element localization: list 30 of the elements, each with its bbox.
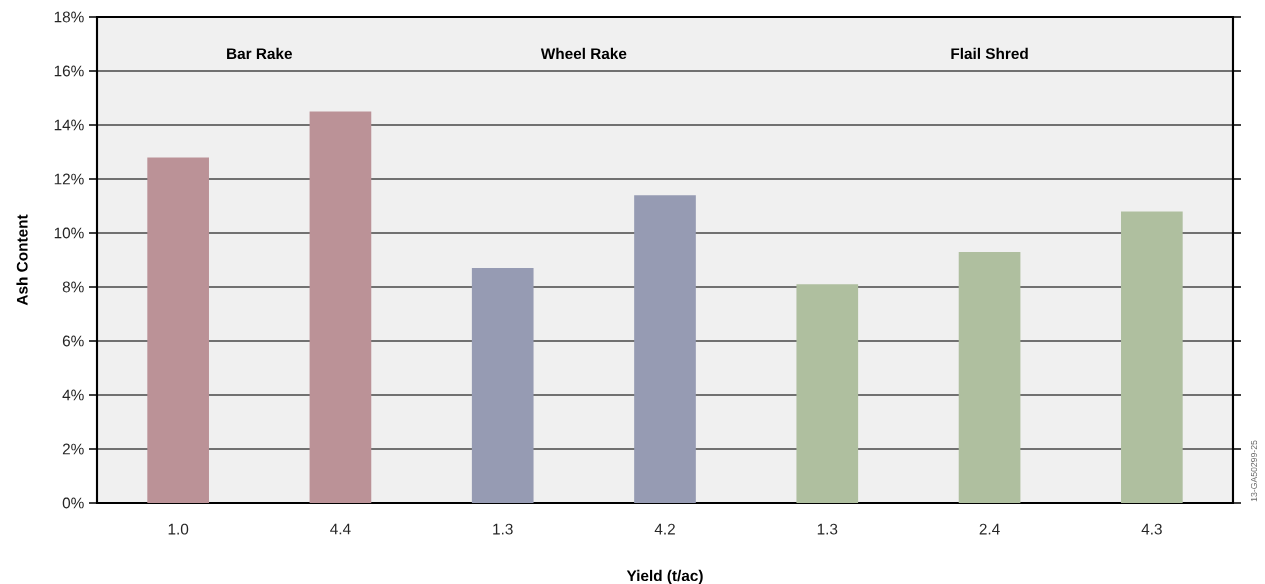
y-tick-label: 18% xyxy=(54,11,84,23)
y-tick-label: 6% xyxy=(62,335,84,347)
y-tick-label: 4% xyxy=(62,389,84,401)
y-tick-label: 12% xyxy=(54,173,84,185)
x-tick-label: 2.4 xyxy=(979,523,1000,535)
bar xyxy=(309,111,372,503)
bar xyxy=(471,268,534,503)
x-tick-label: 1.3 xyxy=(493,523,513,535)
y-tick-label: 16% xyxy=(54,65,84,77)
y-tick-label: 14% xyxy=(54,119,84,131)
x-tick-label: 4.4 xyxy=(330,523,351,535)
y-tick-label: 2% xyxy=(62,443,84,455)
x-tick-label: 4.3 xyxy=(1141,523,1162,535)
y-tick-label: 8% xyxy=(62,281,84,293)
bar xyxy=(958,251,1021,503)
bar xyxy=(634,195,696,503)
annotation: Flail Shred xyxy=(951,47,1028,60)
y-tick-label: 10% xyxy=(54,227,84,239)
bar xyxy=(147,157,209,503)
annotation: Wheel Rake xyxy=(540,47,627,60)
x-tick-label: 1.0 xyxy=(168,523,189,535)
x-axis-title: Yield (t/ac) xyxy=(626,569,703,584)
bar xyxy=(1121,211,1183,503)
x-tick-label: 4.2 xyxy=(654,523,675,535)
y-axis-title: Ash Content xyxy=(16,214,28,306)
annotation: Bar Rake xyxy=(227,47,292,60)
bar xyxy=(796,284,859,503)
y-tick-label: 0% xyxy=(62,497,84,509)
text: 13-GA50299-25 xyxy=(1250,440,1258,502)
x-tick-label: 1.3 xyxy=(817,523,838,535)
